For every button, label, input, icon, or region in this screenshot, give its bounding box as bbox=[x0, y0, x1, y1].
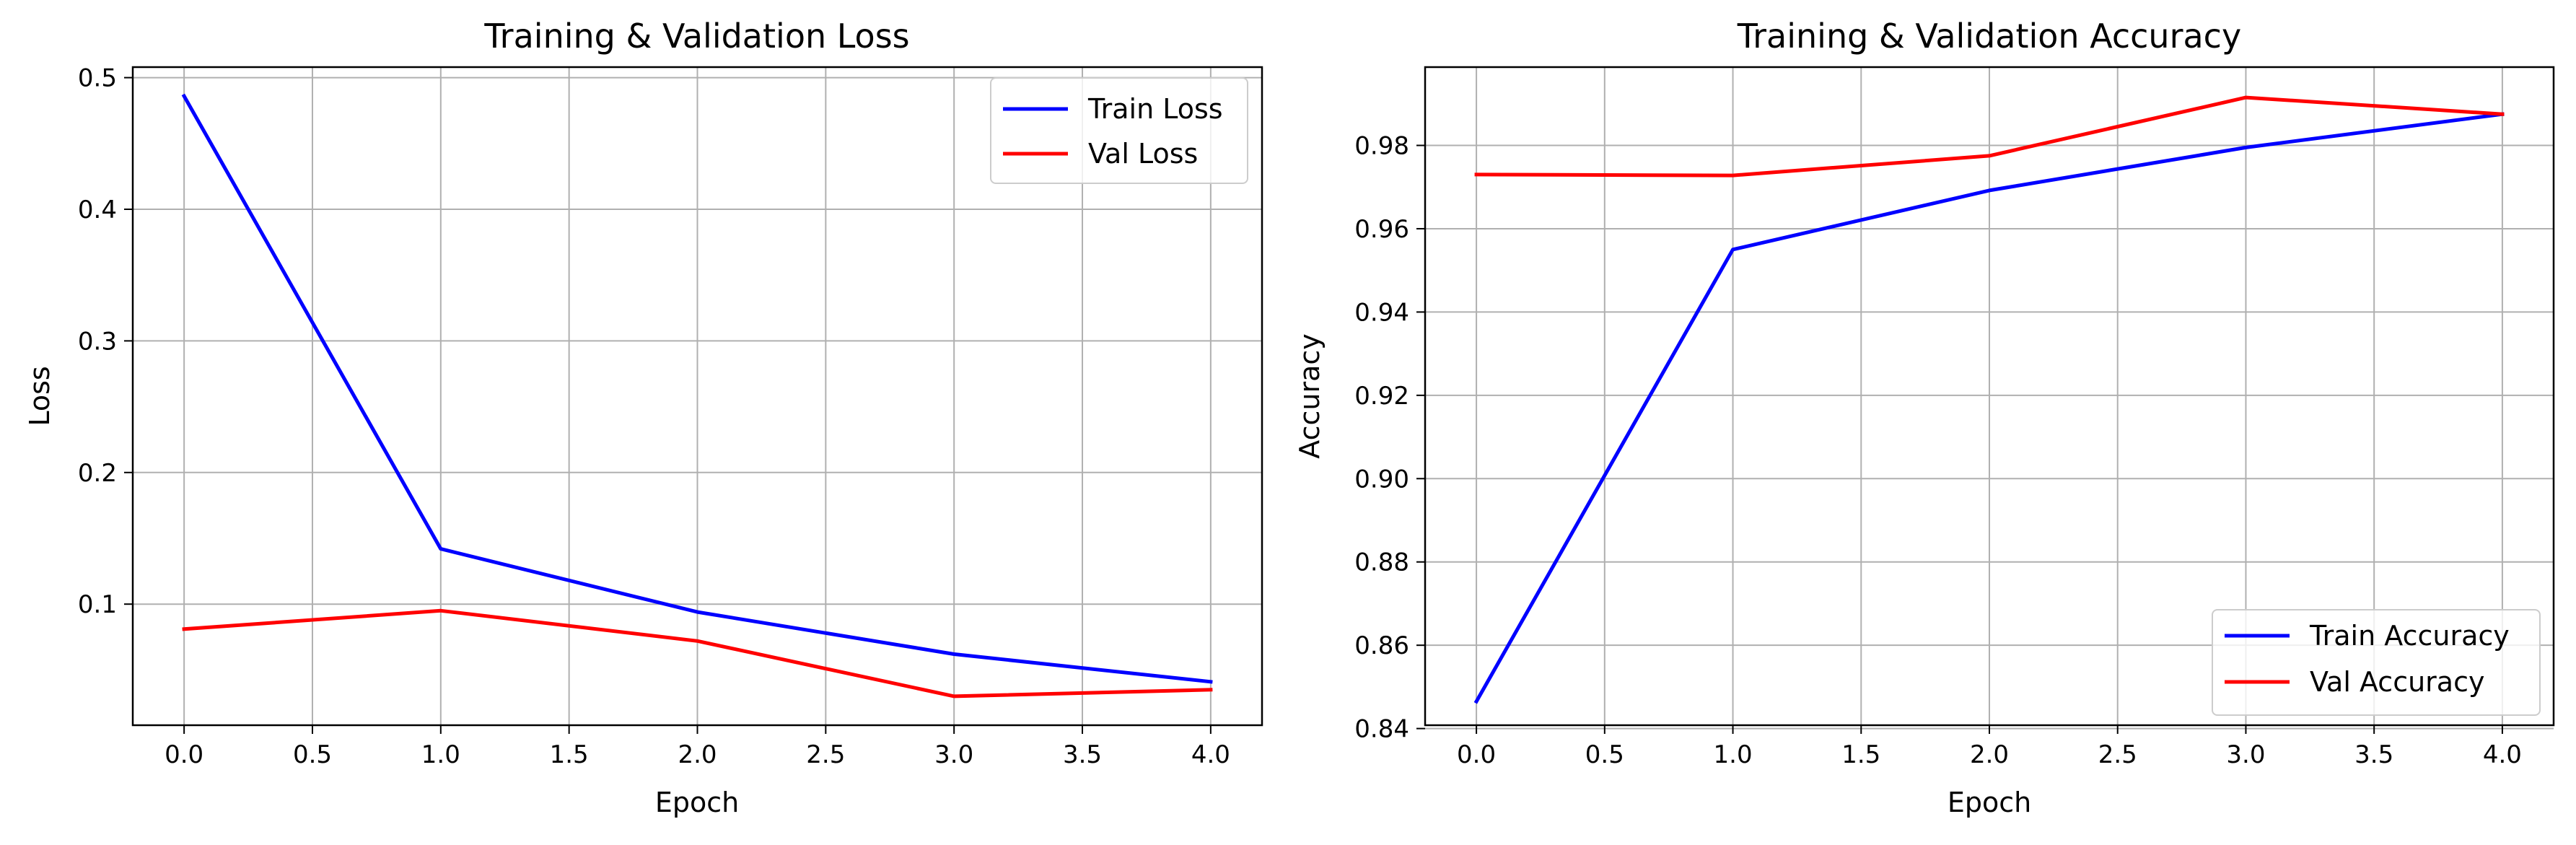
loss-chart-y-tick-label: 0.1 bbox=[78, 590, 117, 619]
accuracy-chart-title: Training & Validation Accuracy bbox=[1737, 17, 2241, 56]
accuracy-chart-series-line-val bbox=[1474, 95, 2505, 178]
accuracy-chart-x-ticks: 0.0 0.5 1.0 1.5 2.0 2.5 3.0 3.5 4.0 bbox=[1457, 725, 2522, 769]
loss-chart-y-tick-label: 0.3 bbox=[78, 327, 117, 356]
loss-chart-title: Training & Validation Loss bbox=[483, 17, 909, 56]
accuracy-chart: Training & Validation Accuracy 0.0 0.5 1.0… bbox=[1294, 17, 2555, 818]
loss-chart-series bbox=[181, 93, 1213, 699]
loss-chart-series-line-train bbox=[181, 93, 1213, 684]
loss-chart-y-tick-label: 0.5 bbox=[78, 64, 117, 93]
loss-chart-x-tick-label: 0.0 bbox=[165, 740, 203, 769]
loss-chart-x-axis-label: Epoch bbox=[655, 787, 739, 818]
accuracy-chart-y-tick-label: 0.84 bbox=[1354, 715, 1409, 744]
loss-chart-x-tick-label: 2.5 bbox=[806, 740, 845, 769]
accuracy-chart-x-tick-label: 3.0 bbox=[2226, 740, 2265, 769]
accuracy-chart-legend-label-train: Train Accuracy bbox=[2309, 620, 2510, 652]
loss-chart-y-tick-label: 0.4 bbox=[78, 196, 117, 224]
accuracy-chart-x-tick-label: 2.0 bbox=[1970, 740, 2009, 769]
loss-chart-legend: Train Loss Val Loss bbox=[990, 77, 1248, 184]
accuracy-chart-x-tick-label: 1.5 bbox=[1841, 740, 1880, 769]
accuracy-chart-legend-box bbox=[2212, 609, 2541, 716]
loss-chart-series-line-val bbox=[182, 608, 1213, 699]
accuracy-chart-x-tick-label: 3.5 bbox=[2354, 740, 2393, 769]
loss-chart-x-tick-label: 1.0 bbox=[421, 740, 460, 769]
loss-chart-x-tick-label: 2.0 bbox=[678, 740, 717, 769]
loss-chart-legend-label-val: Val Loss bbox=[1088, 138, 1198, 170]
accuracy-chart-y-ticks: 0.84 0.86 0.88 0.90 0.92 0.94 0.96 0.98 bbox=[1354, 132, 1425, 744]
accuracy-chart-x-tick-label: 2.5 bbox=[2098, 740, 2137, 769]
loss-chart-y-tick-label: 0.2 bbox=[78, 459, 117, 488]
accuracy-chart-y-tick-label: 0.92 bbox=[1354, 382, 1409, 411]
accuracy-chart-x-tick-label: 0.0 bbox=[1457, 740, 1496, 769]
accuracy-chart-y-tick-label: 0.90 bbox=[1354, 465, 1409, 494]
accuracy-chart-y-tick-label: 0.88 bbox=[1354, 548, 1409, 577]
accuracy-chart-y-tick-label: 0.98 bbox=[1354, 132, 1409, 161]
loss-chart-y-axis-label: Loss bbox=[24, 366, 56, 426]
loss-chart-legend-label-train: Train Loss bbox=[1087, 93, 1223, 125]
accuracy-chart-y-tick-label: 0.86 bbox=[1354, 631, 1409, 660]
accuracy-chart-series-line-train bbox=[1473, 112, 2505, 704]
accuracy-chart-y-tick-label: 0.96 bbox=[1354, 215, 1409, 244]
accuracy-chart-series bbox=[1473, 95, 2505, 704]
accuracy-chart-legend-label-val: Val Accuracy bbox=[2310, 666, 2484, 698]
loss-chart-x-tick-label: 0.5 bbox=[293, 740, 332, 769]
accuracy-chart-x-axis-label: Epoch bbox=[1948, 787, 2031, 818]
accuracy-chart-x-tick-label: 1.0 bbox=[1714, 740, 1753, 769]
loss-chart-x-tick-label: 3.0 bbox=[934, 740, 973, 769]
loss-chart-x-tick-label: 4.0 bbox=[1191, 740, 1230, 769]
loss-chart-x-ticks: 0.0 0.5 1.0 1.5 2.0 2.5 3.0 3.5 4.0 bbox=[165, 725, 1230, 769]
loss-chart-x-tick-label: 3.5 bbox=[1063, 740, 1102, 769]
accuracy-chart-y-axis-label: Accuracy bbox=[1294, 333, 1326, 459]
accuracy-chart-y-tick-label: 0.94 bbox=[1354, 298, 1409, 327]
loss-chart-y-ticks: 0.1 0.2 0.3 0.4 0.5 bbox=[78, 64, 133, 619]
loss-chart: Training & Validation Loss 0.0 0.5 1.0 1.5 2… bbox=[24, 17, 1263, 818]
accuracy-chart-x-tick-label: 4.0 bbox=[2483, 740, 2522, 769]
accuracy-chart-x-tick-label: 0.5 bbox=[1585, 740, 1624, 769]
accuracy-chart-legend: Train Accuracy Val Accuracy bbox=[2212, 609, 2541, 716]
loss-chart-x-tick-label: 1.5 bbox=[550, 740, 589, 769]
loss-chart-legend-box bbox=[990, 77, 1248, 184]
